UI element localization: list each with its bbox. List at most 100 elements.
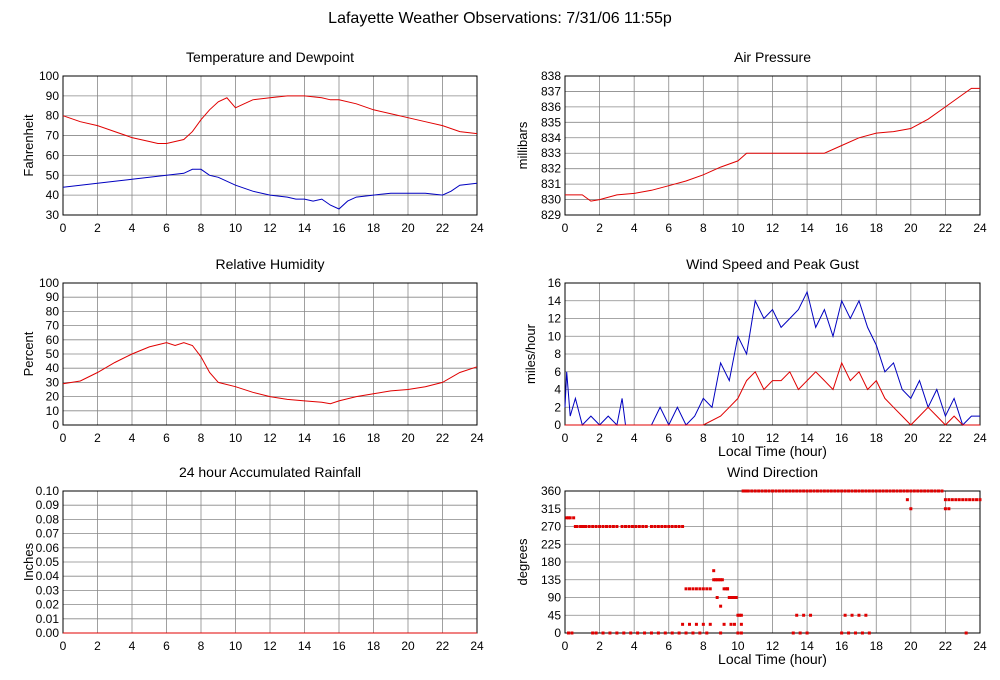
winddir-xtick-label: 4	[631, 639, 638, 653]
pressure-xtick-label: 22	[939, 221, 953, 235]
winddir-point	[916, 489, 920, 493]
winddir-point	[798, 631, 802, 635]
temp-series-blue-line	[62, 168, 478, 210]
winddir-point	[840, 631, 844, 635]
winddir-point	[719, 604, 723, 608]
rain-ytick-label: 0.08	[36, 512, 60, 526]
winddir-point	[684, 631, 688, 635]
winddir-point	[667, 525, 671, 528]
pressure-xtick-label: 14	[800, 221, 814, 235]
winddir-point	[727, 596, 731, 599]
winddir-point	[975, 498, 979, 502]
winddir-point	[902, 489, 906, 493]
pressure-xtick-label: 6	[665, 221, 672, 235]
rain-xtick-label: 14	[298, 639, 312, 653]
rain-xtick-label: 12	[263, 639, 277, 653]
pressure-xtick-label: 10	[731, 221, 745, 235]
winddir-point	[736, 631, 740, 635]
winddir-point	[719, 631, 723, 635]
winddir-point	[864, 613, 868, 617]
winddir-point	[791, 489, 795, 493]
winddir-point	[712, 578, 716, 582]
winddir-point	[663, 631, 667, 635]
pressure-ytick-label: 836	[541, 100, 561, 114]
humidity-series-red-line	[62, 342, 478, 405]
humidity-xtick-label: 24	[470, 431, 484, 445]
temp-xtick-label: 20	[401, 221, 415, 235]
pressure-chart: Air Pressure8298308318328338348358368378…	[515, 49, 987, 235]
temp-ytick-label: 70	[46, 129, 60, 143]
humidity-frame	[62, 282, 478, 426]
winddir-point	[722, 622, 726, 626]
winddir-point	[670, 525, 674, 528]
winddir-point	[912, 489, 916, 493]
humidity-xtick-label: 6	[163, 431, 170, 445]
winddir-point	[580, 525, 584, 528]
winddir-point	[681, 622, 685, 626]
winddir-point	[691, 631, 695, 635]
rain-ytick-label: 0.00	[36, 626, 60, 640]
winddir-point	[565, 516, 569, 520]
winddir-ytick-label: 0	[554, 626, 561, 640]
winddir-point	[741, 489, 745, 493]
temp-ytick-label: 40	[46, 188, 60, 202]
pressure-title: Air Pressure	[734, 49, 811, 65]
winddir-point	[736, 613, 740, 617]
winddir-point	[930, 489, 934, 493]
temp-ylabel: Fahrenheit	[21, 114, 36, 177]
wind-ytick-label: 6	[554, 365, 561, 379]
winddir-point	[760, 489, 764, 493]
winddir-point	[649, 631, 653, 635]
winddir-point	[961, 498, 965, 502]
winddir-point	[833, 489, 837, 493]
winddir-point	[582, 525, 586, 528]
winddir-point	[732, 622, 736, 626]
winddir-point	[705, 631, 709, 635]
winddir-point	[726, 587, 730, 591]
temp-ytick-label: 100	[39, 69, 59, 83]
rain-xtick-label: 20	[401, 639, 415, 653]
humidity-ytick-label: 20	[46, 390, 60, 404]
page-title: Lafayette Weather Observations: 7/31/06 …	[328, 10, 672, 27]
humidity-xtick-label: 12	[263, 431, 277, 445]
winddir-point	[601, 525, 605, 528]
winddir-ytick-label: 270	[541, 520, 561, 534]
winddir-point	[892, 489, 896, 493]
wind-frame	[564, 282, 981, 426]
wind-xtick-label: 6	[665, 431, 672, 445]
temp-xtick-label: 24	[470, 221, 484, 235]
winddir-point	[705, 587, 709, 591]
temp-ytick-label: 60	[46, 148, 60, 162]
wind-xlabel: Local Time (hour)	[718, 443, 827, 459]
winddir-point	[622, 631, 626, 635]
winddir-point	[694, 587, 698, 591]
winddir-point	[964, 498, 968, 502]
winddir-point	[850, 489, 854, 493]
winddir-point	[739, 631, 743, 635]
winddir-point	[909, 507, 913, 511]
winddir-point	[601, 631, 605, 635]
winddir-xtick-label: 22	[939, 639, 953, 653]
wind-ytick-label: 14	[548, 294, 562, 308]
winddir-point	[653, 525, 657, 528]
winddir-point	[591, 525, 595, 528]
winddir-ylabel: degrees	[515, 538, 530, 585]
winddir-point	[940, 489, 944, 493]
winddir-point	[739, 613, 743, 617]
winddir-xtick-label: 8	[700, 639, 707, 653]
humidity-ytick-label: 70	[46, 319, 60, 333]
winddir-point	[864, 489, 868, 493]
wind-ytick-label: 0	[554, 418, 561, 432]
humidity-xtick-label: 4	[129, 431, 136, 445]
winddir-point	[812, 489, 816, 493]
humidity-ylabel: Percent	[21, 331, 36, 376]
winddir-point	[933, 489, 937, 493]
humidity-xtick-label: 0	[60, 431, 67, 445]
rain-xtick-label: 10	[229, 639, 243, 653]
winddir-point	[608, 525, 612, 528]
winddir-xtick-label: 2	[596, 639, 603, 653]
winddir-point	[860, 631, 864, 635]
humidity-ytick-label: 10	[46, 404, 60, 418]
winddir-point	[898, 489, 902, 493]
winddir-point	[771, 489, 774, 493]
